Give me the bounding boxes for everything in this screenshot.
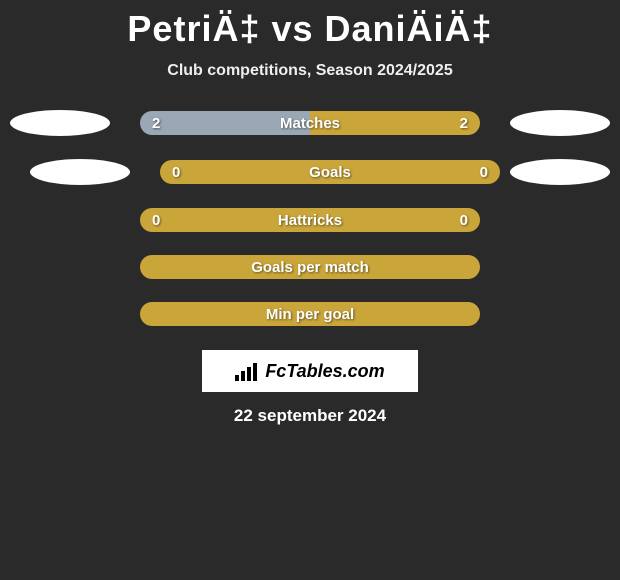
brand-text: FcTables.com	[265, 361, 384, 382]
player-right-oval	[510, 110, 610, 136]
stat-row-goals: 0 Goals 0	[0, 159, 620, 185]
player-right-oval	[510, 159, 610, 185]
stat-right-value: 0	[460, 212, 468, 229]
stat-bar-goals: 0 Goals 0	[160, 160, 500, 184]
stat-label: Matches	[140, 115, 480, 132]
bars-icon	[235, 361, 259, 381]
player-left-oval	[10, 110, 110, 136]
page-title: PetriÄ‡ vs DaniÄiÄ‡	[0, 8, 620, 50]
stats-rows: 2 Matches 2 0 Goals 0 0 Hattricks 0	[0, 110, 620, 326]
stat-row-hattricks: 0 Hattricks 0	[0, 208, 620, 232]
stat-label: Hattricks	[140, 212, 480, 229]
stat-label: Min per goal	[140, 306, 480, 323]
stat-bar-matches: 2 Matches 2	[140, 111, 480, 135]
stat-right-value: 0	[480, 164, 488, 181]
stat-row-goals-per-match: Goals per match	[0, 255, 620, 279]
stat-label: Goals per match	[140, 259, 480, 276]
player-left-oval	[30, 159, 130, 185]
brand-logo[interactable]: FcTables.com	[202, 350, 418, 392]
stat-right-value: 2	[460, 115, 468, 132]
stat-row-matches: 2 Matches 2	[0, 110, 620, 136]
date-label: 22 september 2024	[0, 406, 620, 426]
comparison-widget: PetriÄ‡ vs DaniÄiÄ‡ Club competitions, S…	[0, 0, 620, 426]
stat-bar-goals-per-match: Goals per match	[140, 255, 480, 279]
stat-bar-hattricks: 0 Hattricks 0	[140, 208, 480, 232]
stat-bar-min-per-goal: Min per goal	[140, 302, 480, 326]
stat-row-min-per-goal: Min per goal	[0, 302, 620, 326]
stat-label: Goals	[160, 164, 500, 181]
page-subtitle: Club competitions, Season 2024/2025	[0, 62, 620, 80]
